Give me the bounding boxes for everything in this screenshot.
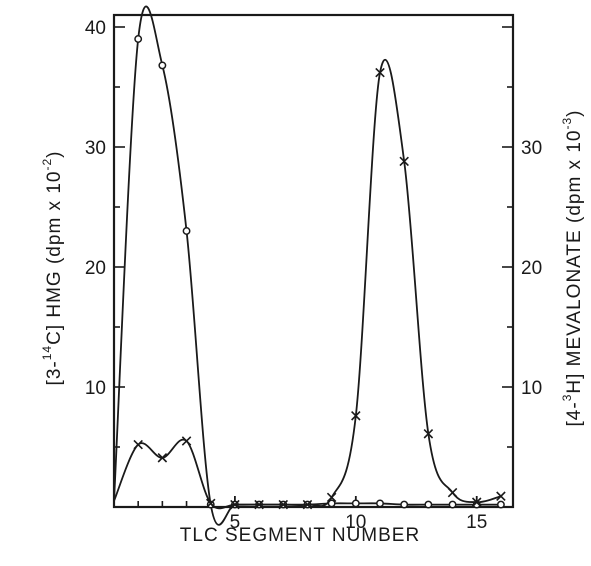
x-marker-stroke xyxy=(181,436,192,446)
x-marker-stroke xyxy=(447,487,458,498)
x-marker-stroke xyxy=(496,491,506,501)
y-left-axis-ticks: 10 20 30 40 xyxy=(85,18,125,448)
y-left-tick-label: 30 xyxy=(85,138,106,159)
y-right-tick-label: 30 xyxy=(521,138,542,159)
y-right-title-part: H] MEVALONATE (dpm x 10 xyxy=(564,130,585,394)
x-marker xyxy=(496,491,506,501)
y-left-title-part: ) xyxy=(44,151,65,158)
series-layer xyxy=(113,5,506,526)
x-marker xyxy=(375,67,385,78)
series-circle-line xyxy=(113,5,501,526)
circle-marker xyxy=(448,500,457,509)
y-right-title-sup: 3 xyxy=(560,394,574,402)
series-x-line xyxy=(113,58,502,510)
y-left-title-part: [3- xyxy=(44,360,65,385)
circle-marker xyxy=(376,499,384,508)
y-right-axis-ticks: 10 20 30 xyxy=(502,26,542,448)
y-right-axis-title-group: [4-3H] MEVALONATE (dpm x 10-3) xyxy=(560,110,585,427)
x-marker-stroke xyxy=(471,497,482,507)
x-marker xyxy=(351,411,361,421)
y-left-tick-label: 20 xyxy=(85,258,106,279)
x-tick-label: 10 xyxy=(345,512,366,533)
circle-marker xyxy=(182,227,191,235)
x-marker-stroke xyxy=(423,429,434,439)
x-axis-title: TLC SEGMENT NUMBER xyxy=(180,525,420,546)
y-right-axis-title: [4-3H] MEVALONATE (dpm x 10-3) xyxy=(560,110,585,427)
x-marker xyxy=(471,497,482,507)
x-marker xyxy=(399,156,409,167)
y-left-title-part: C] HMG (dpm x 10 xyxy=(44,171,65,345)
y-right-title-part: ) xyxy=(564,110,585,117)
x-marker xyxy=(302,499,313,510)
x-marker xyxy=(423,429,434,439)
circle-marker xyxy=(351,499,360,508)
plot-frame xyxy=(112,13,515,509)
x-marker-stroke xyxy=(230,499,240,510)
x-marker-stroke xyxy=(205,498,216,509)
y-left-title-sup: -2 xyxy=(40,158,54,171)
x-marker-stroke xyxy=(399,156,409,167)
y-right-title-sup: -3 xyxy=(560,117,574,130)
x-marker-stroke xyxy=(254,499,264,510)
x-marker-stroke xyxy=(326,492,337,503)
x-marker xyxy=(205,498,216,509)
x-marker-stroke xyxy=(133,439,143,450)
x-marker xyxy=(278,499,289,510)
y-left-tick-label: 10 xyxy=(85,378,106,399)
circle-marker xyxy=(496,500,505,509)
x-tick-label: 5 xyxy=(230,512,241,533)
x-marker xyxy=(230,499,240,510)
y-left-axis-title-group: [3-14C] HMG (dpm x 10-2) xyxy=(40,151,65,386)
x-tick-label: 15 xyxy=(466,512,487,533)
x-marker-stroke xyxy=(302,499,313,510)
x-marker xyxy=(254,499,264,510)
x-marker-stroke xyxy=(157,453,168,463)
y-left-axis-title: [3-14C] HMG (dpm x 10-2) xyxy=(40,151,65,386)
x-marker xyxy=(181,436,192,446)
y-right-tick-label: 10 xyxy=(521,378,542,399)
y-left-title-sup: 14 xyxy=(40,345,54,360)
x-marker xyxy=(447,487,458,498)
x-marker-stroke xyxy=(375,67,385,78)
x-marker xyxy=(326,492,337,503)
x-marker-stroke xyxy=(351,411,361,421)
x-marker xyxy=(157,453,168,463)
circle-marker xyxy=(400,500,409,509)
circle-marker xyxy=(424,500,433,509)
y-left-tick-label: 40 xyxy=(85,18,106,39)
y-right-tick-label: 20 xyxy=(521,258,542,279)
circle-marker xyxy=(134,35,143,43)
x-marker-stroke xyxy=(278,499,289,510)
y-right-title-part: [4- xyxy=(564,401,585,426)
x-marker xyxy=(133,439,143,450)
circle-marker xyxy=(158,61,167,70)
